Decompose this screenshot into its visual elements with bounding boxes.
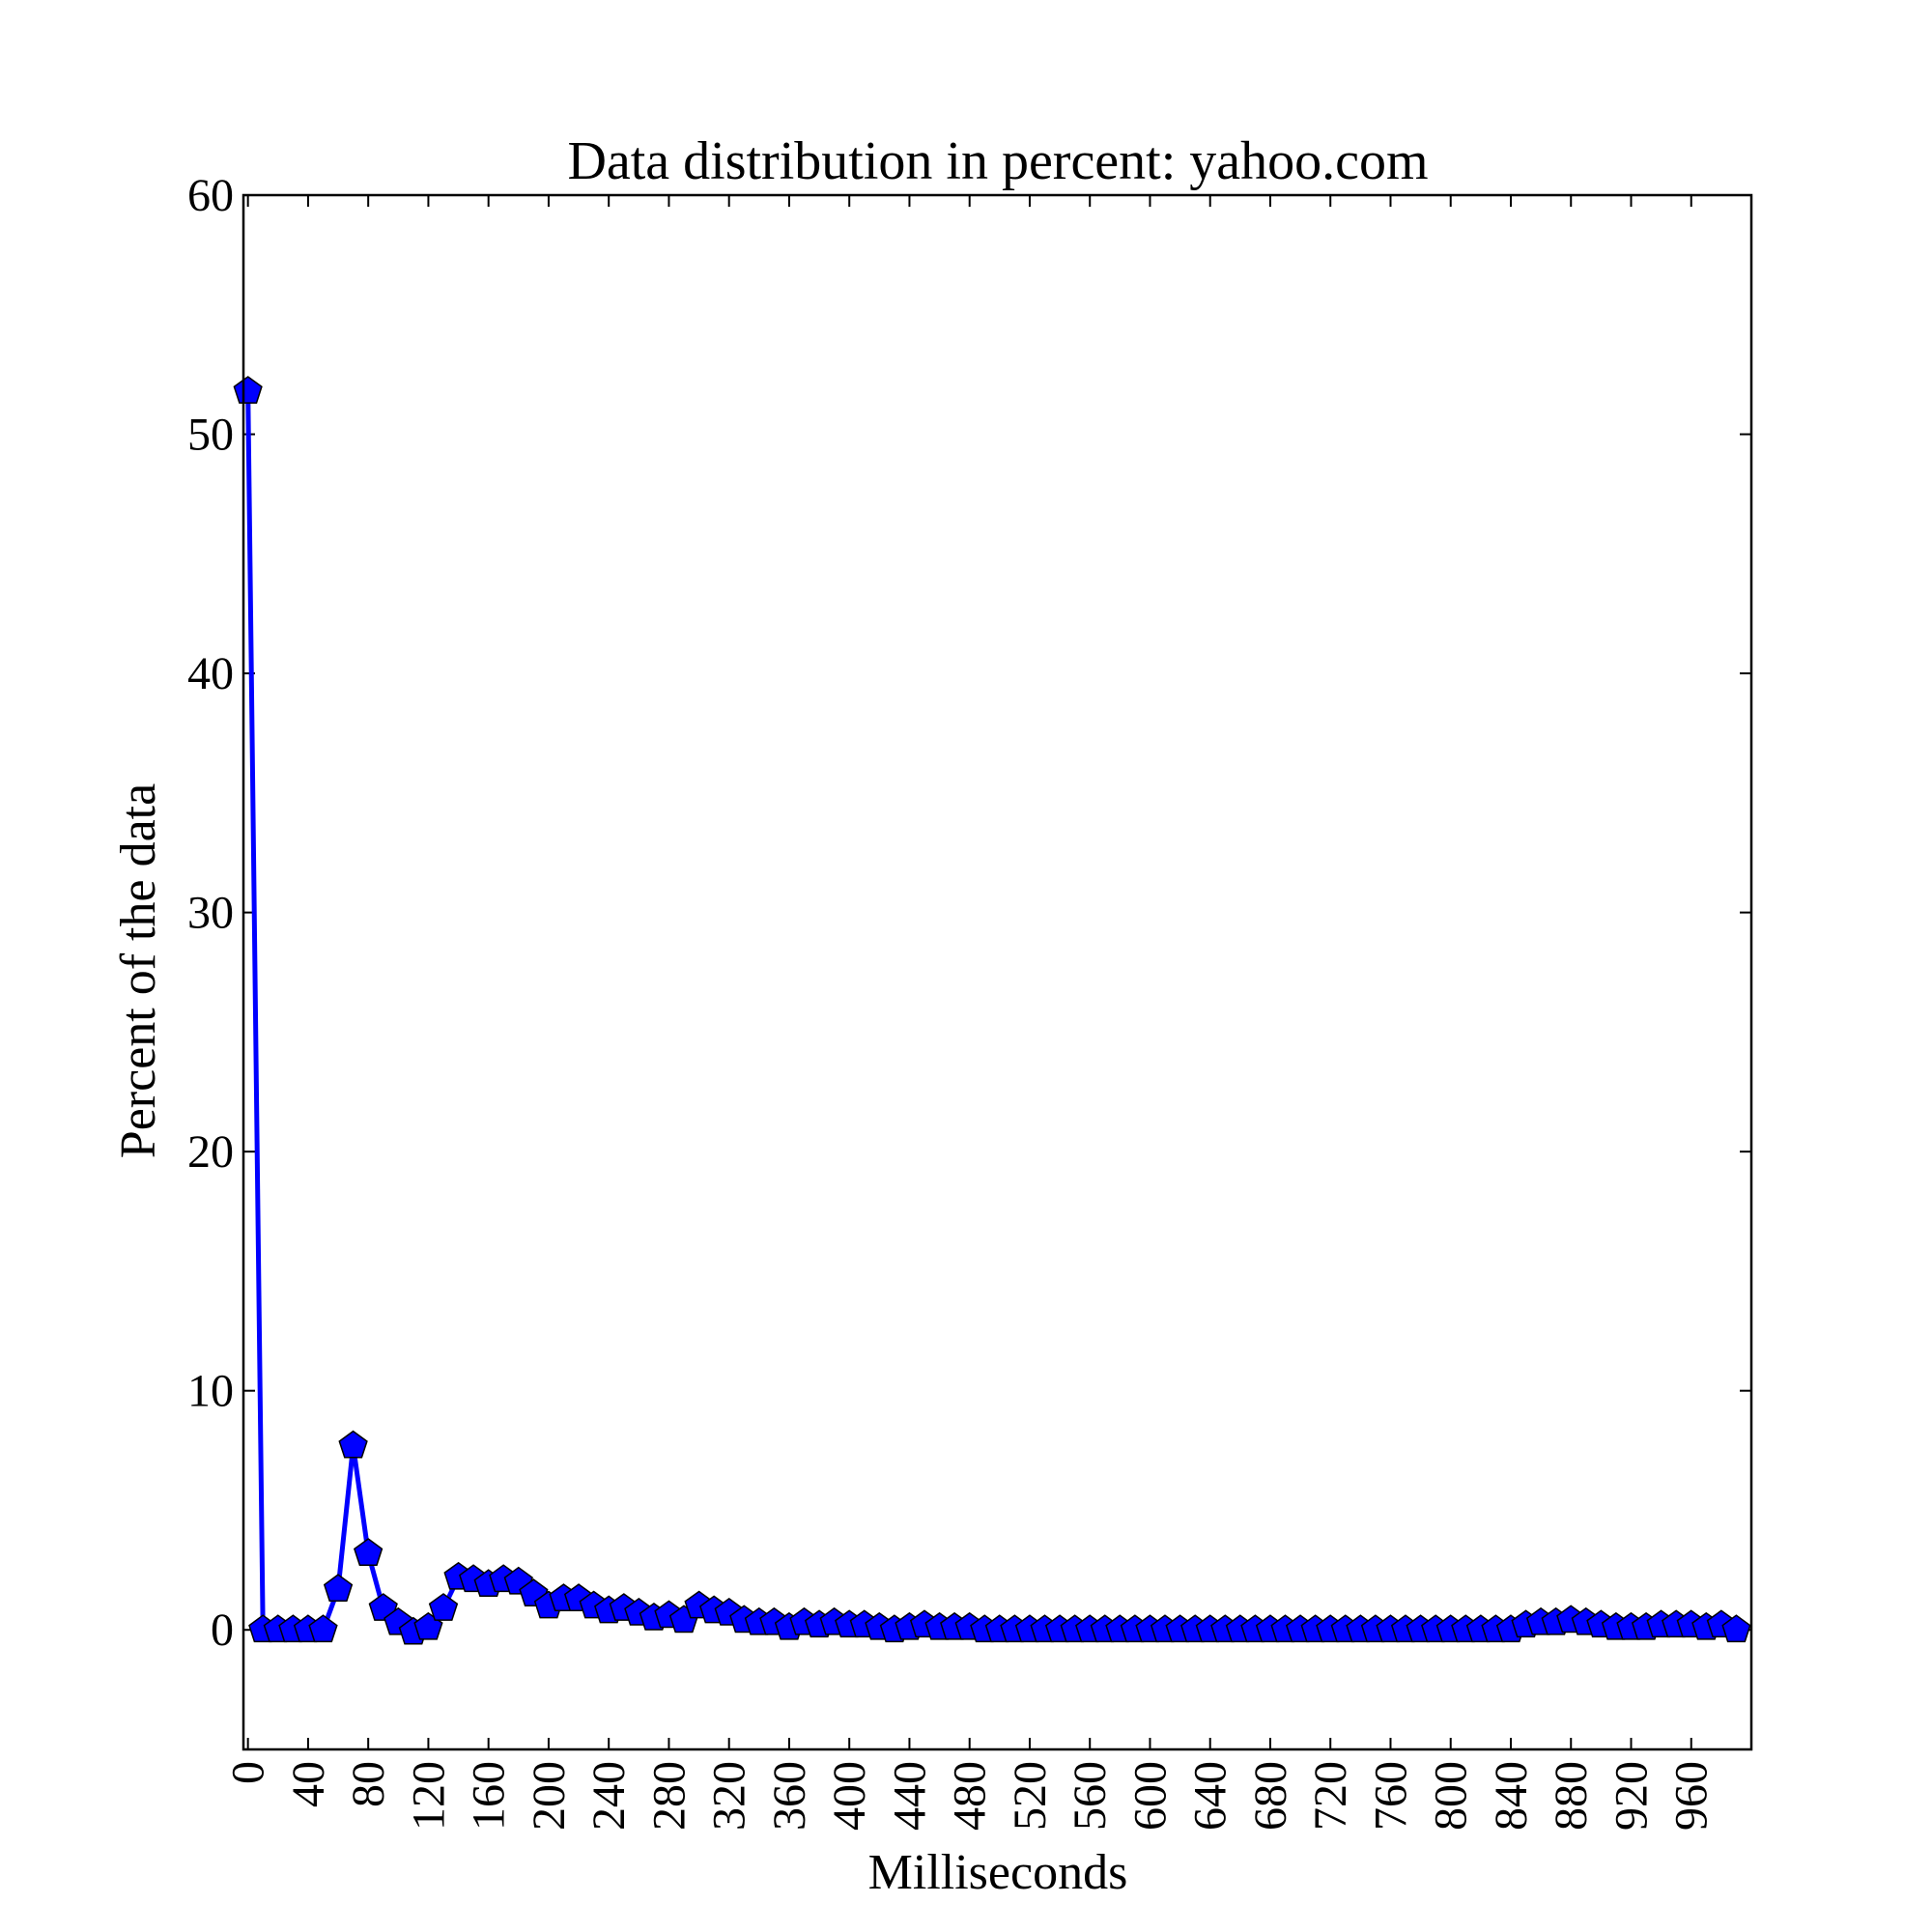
x-tick-label: 360	[764, 1761, 815, 1831]
x-tick-label: 400	[824, 1761, 875, 1831]
x-tick-label: 680	[1245, 1761, 1296, 1831]
x-tick-label: 720	[1305, 1761, 1356, 1831]
data-point	[323, 1574, 354, 1603]
x-tick-label: 520	[1005, 1761, 1056, 1831]
y-tick-label: 10	[187, 1366, 234, 1417]
x-tick-label: 160	[464, 1761, 515, 1831]
data-point	[338, 1430, 368, 1459]
x-tick-label: 440	[884, 1761, 935, 1831]
x-tick-label: 560	[1065, 1761, 1116, 1831]
y-tick-label: 40	[187, 648, 234, 699]
x-tick-label: 600	[1124, 1761, 1176, 1831]
series-layer	[233, 376, 1751, 1645]
x-tick-label: 960	[1666, 1761, 1718, 1831]
x-tick-label: 0	[223, 1761, 274, 1784]
x-tick-label: 80	[343, 1761, 394, 1807]
y-tick-label: 50	[187, 410, 234, 461]
chart-title: Data distribution in percent: yahoo.com	[567, 131, 1428, 191]
data-point	[354, 1538, 384, 1566]
x-tick-label: 280	[643, 1761, 695, 1831]
x-tick-label: 480	[945, 1761, 996, 1831]
data-point	[1721, 1614, 1751, 1643]
x-tick-label: 240	[583, 1761, 635, 1831]
y-tick-label: 30	[187, 888, 234, 939]
y-axis-label: Percent of the data	[111, 783, 166, 1158]
y-tick-label: 0	[211, 1605, 234, 1656]
x-tick-label: 920	[1605, 1761, 1657, 1831]
x-tick-label: 320	[704, 1761, 755, 1831]
x-tick-label: 880	[1546, 1761, 1597, 1831]
y-tick-label: 60	[187, 170, 234, 221]
plot-frame	[242, 193, 1753, 1751]
x-tick-label: 120	[403, 1761, 454, 1831]
x-tick-label: 40	[283, 1761, 334, 1807]
x-axis-label: Milliseconds	[868, 1845, 1128, 1900]
x-tick-label: 800	[1426, 1761, 1477, 1831]
x-tick-label: 640	[1185, 1761, 1236, 1831]
x-tick-label: 840	[1486, 1761, 1537, 1831]
y-tick-label: 20	[187, 1126, 234, 1178]
data-point	[308, 1614, 338, 1643]
x-tick-label: 200	[524, 1761, 575, 1831]
data-point	[233, 376, 263, 404]
x-tick-label: 760	[1365, 1761, 1416, 1831]
data-point	[428, 1593, 459, 1621]
